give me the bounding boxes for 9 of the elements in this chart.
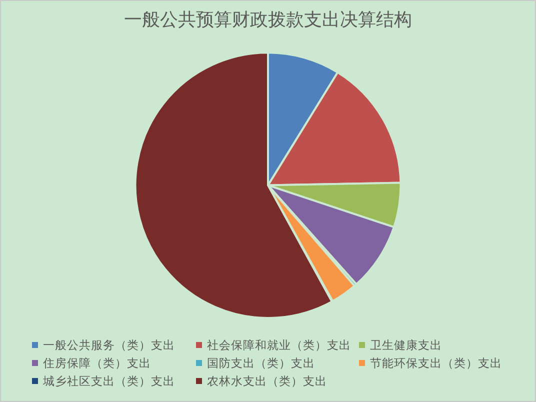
legend-label: 城乡社区支出（类）支出	[43, 374, 175, 388]
legend-label: 国防支出（类）支出	[207, 356, 315, 370]
chart-title: 一般公共预算财政拨款支出决算结构	[124, 9, 412, 30]
legend-label: 一般公共服务（类）支出	[43, 338, 175, 352]
legend-label: 农林水支出（类）支出	[207, 374, 327, 388]
legend-label: 住房保障（类）支出	[43, 356, 151, 370]
legend-label: 卫生健康支出	[370, 338, 442, 352]
legend-label: 社会保障和就业（类）支出	[207, 338, 351, 352]
legend-label: 节能环保支出（类）支出	[370, 356, 502, 370]
